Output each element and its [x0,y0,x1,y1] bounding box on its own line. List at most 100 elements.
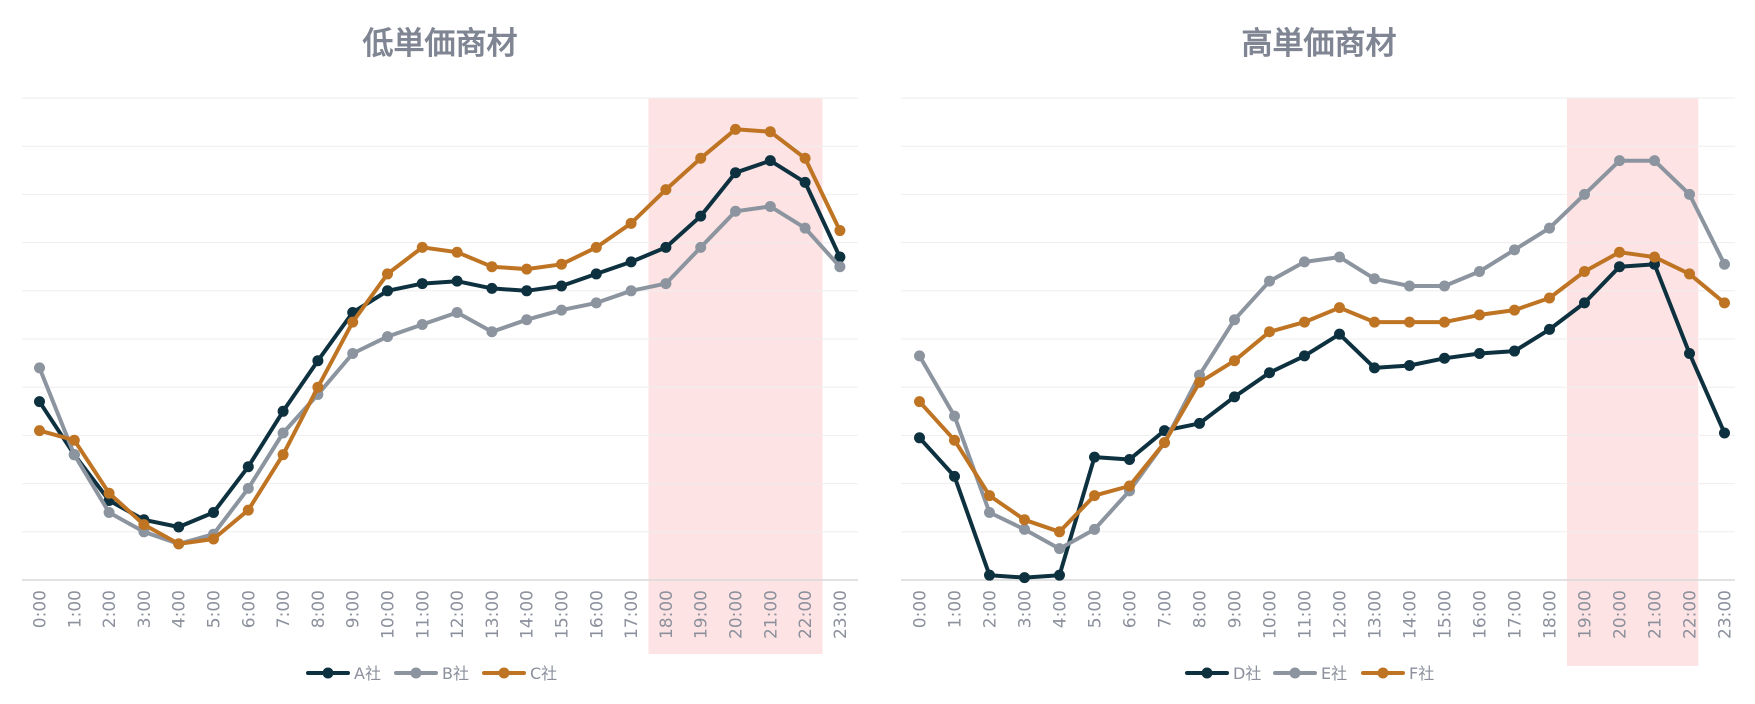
data-point [1719,258,1730,270]
x-tick-label: 11:00 [1296,590,1316,639]
x-tick-label: 12:00 [448,590,468,639]
data-point [914,350,925,362]
data-point [1264,275,1275,287]
data-point [1054,569,1065,581]
series-E社 [914,155,1730,555]
chart-low-price: 低単価商材 0:00 1:00 2:00 3:00 4:00 5:00 6:00 7:00 8:0… [22,26,858,683]
legend-marker [322,667,334,679]
x-tick-label: 3:00 [135,590,155,628]
x-tick-label: 12:00 [1331,590,1351,639]
x-tick-label: 6:00 [1121,590,1141,628]
data-point [1159,437,1170,449]
data-point [1054,543,1065,555]
x-tick-label: 21:00 [761,590,781,639]
data-point [1019,523,1030,535]
data-point [625,256,637,268]
x-tick-label: 1:00 [946,590,966,628]
x-tick-label: 17:00 [1506,590,1526,639]
data-point [312,355,324,367]
x-tick-label: 18:00 [1541,590,1561,639]
data-point [1089,490,1100,502]
data-point [173,521,185,533]
x-tick-label: 9:00 [344,590,364,628]
data-point [1019,572,1030,584]
chart-title: 高単価商材 [1242,26,1397,62]
legend-item: B社 [394,664,469,683]
data-point [242,504,254,516]
data-point [1614,246,1625,258]
legend-item: D社 [1185,664,1261,683]
x-tick-label: 0:00 [31,590,51,628]
x-tick-label: 5:00 [205,590,225,628]
data-point [1124,480,1135,492]
data-point [984,490,995,502]
data-point [521,263,533,275]
highlight-band [648,98,823,654]
data-point [1579,266,1590,278]
x-tick-label: 17:00 [622,590,642,639]
data-point [1474,309,1485,321]
x-tick-label: 9:00 [1226,590,1246,628]
data-point [451,306,463,318]
data-point [799,152,811,164]
data-point [1509,345,1520,357]
data-point [949,410,960,422]
legend-item: C社 [482,664,557,683]
data-point [1089,523,1100,535]
data-point [451,246,463,258]
data-point [590,297,602,309]
data-point [521,285,533,297]
data-point [1439,316,1450,328]
data-point [1369,362,1380,374]
data-point [486,282,498,294]
data-point [486,261,498,273]
data-point [208,533,219,545]
data-point [68,449,80,461]
data-point [277,405,289,417]
legend-label: C社 [530,664,557,683]
data-point [1614,261,1625,273]
legend-marker [1201,667,1213,679]
data-point [730,167,741,179]
data-point [416,278,428,290]
data-point [486,326,498,338]
legend-marker [1377,667,1389,679]
data-point [799,176,811,188]
data-point [984,507,995,519]
data-point [242,461,254,473]
data-point [949,434,960,446]
data-point [625,285,637,297]
x-tick-label: 0:00 [911,590,931,628]
x-tick-label: 22:00 [796,590,816,639]
data-point [416,241,428,253]
x-tick-label: 23:00 [1716,590,1736,639]
data-point [1299,316,1310,328]
legend-label: D社 [1233,664,1261,683]
series-line [917,262,1727,580]
legend-label: E社 [1321,664,1347,683]
x-tick-label: 8:00 [309,590,329,628]
data-point [1299,256,1310,268]
data-point [1614,155,1625,167]
x-tick-label: 3:00 [1016,590,1036,628]
x-tick-label: 5:00 [1086,590,1106,628]
data-point [1334,251,1345,263]
series-F社 [914,246,1730,538]
data-point [416,319,428,331]
gridlines [22,97,858,533]
data-point [1404,316,1415,328]
x-tick-label: 13:00 [483,590,503,639]
data-point [834,225,846,237]
data-point [1369,273,1380,285]
x-tick-label: 1:00 [65,590,85,628]
x-tick-label: 2:00 [100,590,120,628]
data-point [590,268,602,280]
data-point [556,304,567,316]
data-point [799,222,811,234]
data-point [556,258,567,270]
data-point [1089,451,1100,463]
data-point [382,331,393,343]
data-point [660,184,672,196]
x-tick-label: 16:00 [587,590,607,639]
